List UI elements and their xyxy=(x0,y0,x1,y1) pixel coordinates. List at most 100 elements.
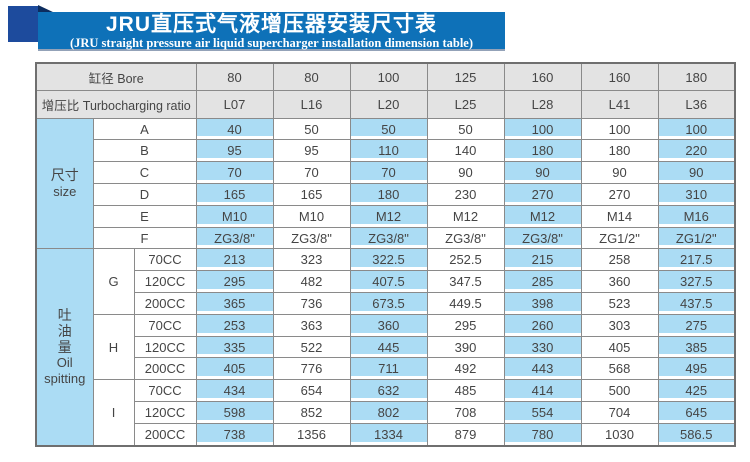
bore-label: 缸径 Bore xyxy=(35,62,197,92)
value-cell: 327.5 xyxy=(657,270,736,294)
bore-value: 80 xyxy=(195,62,274,92)
value-cell: 40 xyxy=(195,117,274,141)
value-cell: 495 xyxy=(657,357,736,381)
bore-value: 100 xyxy=(349,62,428,92)
table-row: D 165 165 180 230 270 270 310 xyxy=(36,183,736,206)
value-cell: 100 xyxy=(657,117,736,141)
value-cell: 220 xyxy=(657,139,736,163)
value-cell: 879 xyxy=(426,422,505,447)
table-row: H 70CC 253 363 360 295 260 303 275 xyxy=(36,313,736,381)
group-letter: I xyxy=(92,379,135,447)
dimension-letter: B xyxy=(92,139,197,163)
value-cell: 330 xyxy=(503,335,582,359)
value-cell: 70 xyxy=(195,161,274,185)
value-cell: 165 xyxy=(272,183,351,206)
value-cell: 323 xyxy=(272,248,351,272)
value-cell: ZG3/8" xyxy=(426,226,505,250)
value-cell: 90 xyxy=(580,161,659,185)
ratio-value: L41 xyxy=(580,90,659,119)
ratio-label: 增压比 Turbocharging ratio xyxy=(35,90,197,119)
dimension-letter: D xyxy=(92,183,197,206)
value-cell: 485 xyxy=(426,379,505,403)
table-row: B 95 95 110 140 180 180 220 xyxy=(36,139,736,163)
size-section-label: 尺寸 size xyxy=(35,117,94,250)
ratio-value: L07 xyxy=(195,90,274,119)
value-cell: 215 xyxy=(503,248,582,272)
value-cell: 95 xyxy=(272,139,351,163)
value-cell: 213 xyxy=(195,248,274,272)
table-row: C 70 70 70 90 90 90 90 xyxy=(36,161,736,185)
value-cell: 738 xyxy=(195,422,274,447)
ratio-value: L25 xyxy=(426,90,505,119)
value-cell: 295 xyxy=(426,313,505,337)
value-cell: 258 xyxy=(580,248,659,272)
value-cell: 802 xyxy=(349,401,428,424)
value-cell: 1334 xyxy=(349,422,428,447)
cc-label: 70CC xyxy=(133,379,197,403)
value-cell: M12 xyxy=(426,204,505,228)
value-cell: 285 xyxy=(503,270,582,294)
value-cell: M10 xyxy=(195,204,274,228)
value-cell: ZG3/8" xyxy=(503,226,582,250)
value-cell: 500 xyxy=(580,379,659,403)
value-cell: 322.5 xyxy=(349,248,428,272)
value-cell: 360 xyxy=(349,313,428,337)
table-row: 120CC 335 522 445 390 330 405 385 xyxy=(36,335,736,359)
value-cell: 554 xyxy=(503,401,582,424)
value-cell: 405 xyxy=(195,357,274,381)
value-cell: 275 xyxy=(657,313,736,337)
value-cell: 295 xyxy=(195,270,274,294)
value-cell: 303 xyxy=(580,313,659,337)
table-row: 120CC 295 482 407.5 347.5 285 360 327.5 xyxy=(36,270,736,294)
dimension-letter: F xyxy=(92,226,197,250)
ratio-value: L20 xyxy=(349,90,428,119)
value-cell: 398 xyxy=(503,292,582,315)
value-cell: 645 xyxy=(657,401,736,424)
value-cell: 522 xyxy=(272,335,351,359)
value-cell: 482 xyxy=(272,270,351,294)
oil-label-en-2: spitting xyxy=(44,371,86,387)
ratio-value: L28 xyxy=(503,90,582,119)
value-cell: 445 xyxy=(349,335,428,359)
value-cell: 780 xyxy=(503,422,582,447)
value-cell: 390 xyxy=(426,335,505,359)
value-cell: ZG3/8" xyxy=(195,226,274,250)
value-cell: 90 xyxy=(426,161,505,185)
value-cell: ZG3/8" xyxy=(349,226,428,250)
value-cell: 492 xyxy=(426,357,505,381)
table-row: 尺寸 size A 40 50 50 50 100 100 100 xyxy=(35,117,736,250)
cc-label: 120CC xyxy=(133,401,197,424)
cc-label: 120CC xyxy=(133,335,197,359)
bore-value: 125 xyxy=(426,62,505,92)
value-cell: 1356 xyxy=(272,422,351,447)
value-cell: 704 xyxy=(580,401,659,424)
value-cell: 95 xyxy=(195,139,274,163)
value-cell: 776 xyxy=(272,357,351,381)
dimension-table: 缸径 Bore 80 80 100 125 160 160 180 增压比 Turbocharg… xyxy=(35,62,736,447)
value-cell: M16 xyxy=(657,204,736,228)
cc-label: 200CC xyxy=(133,292,197,315)
value-cell: 654 xyxy=(272,379,351,403)
group-letter: H xyxy=(92,313,135,381)
value-cell: 180 xyxy=(580,139,659,163)
value-cell: 90 xyxy=(503,161,582,185)
value-cell: 523 xyxy=(580,292,659,315)
bore-value: 80 xyxy=(272,62,351,92)
value-cell: 180 xyxy=(503,139,582,163)
value-cell: ZG3/8" xyxy=(272,226,351,250)
value-cell: 180 xyxy=(349,183,428,206)
value-cell: 586.5 xyxy=(657,422,736,447)
value-cell: 335 xyxy=(195,335,274,359)
value-cell: 50 xyxy=(426,117,505,141)
oil-label-en-1: Oil xyxy=(56,355,73,371)
value-cell: 443 xyxy=(503,357,582,381)
value-cell: 70 xyxy=(349,161,428,185)
page-title: JRU直压式气液增压器安装尺寸表 xyxy=(105,13,437,36)
value-cell: 598 xyxy=(195,401,274,424)
value-cell: 100 xyxy=(503,117,582,141)
bore-value: 160 xyxy=(580,62,659,92)
value-cell: 434 xyxy=(195,379,274,403)
table-row: E M10 M10 M12 M12 M12 M14 M16 xyxy=(36,204,736,228)
value-cell: 568 xyxy=(580,357,659,381)
table-row: 增压比 Turbocharging ratio L07 L16 L20 L25 L28 L4… xyxy=(35,90,736,119)
